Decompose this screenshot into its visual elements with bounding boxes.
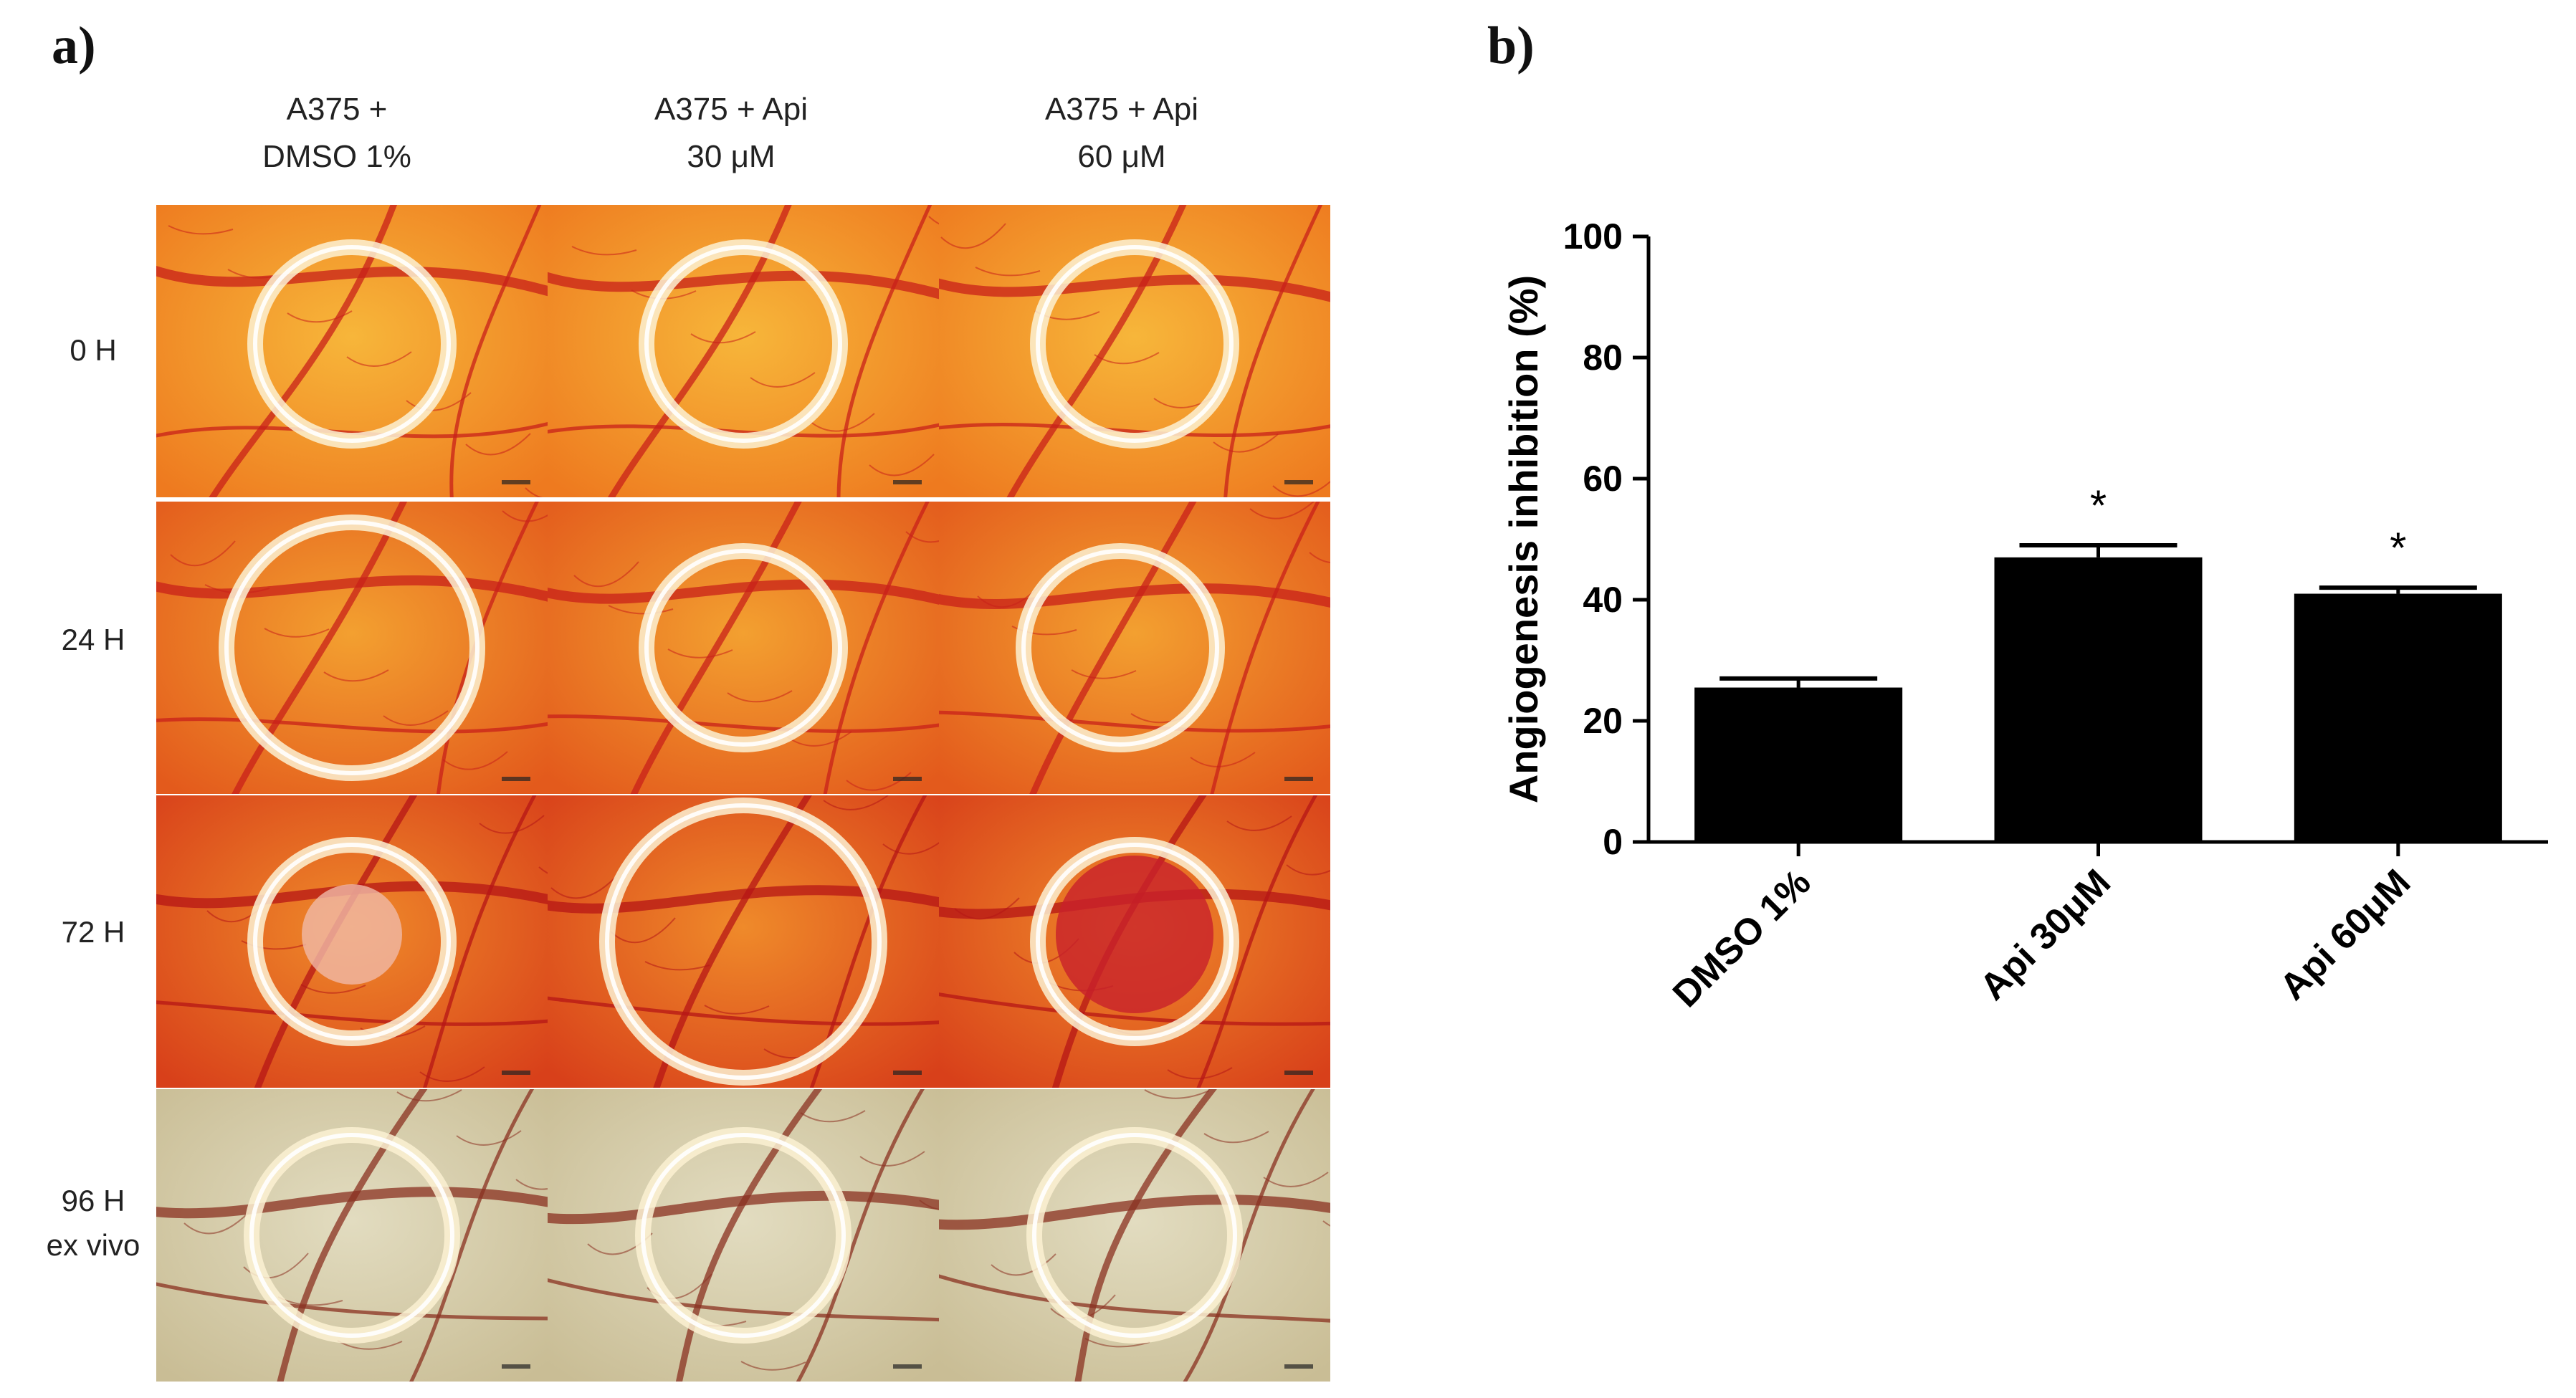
x-tick-labels: DMSO 1% Api 30μM Api 60μM	[1665, 842, 2418, 1015]
row-label-line1: 24 H	[61, 623, 125, 656]
cam-photo	[156, 795, 548, 1088]
column-header-api60: A375 + Api 60 μM	[935, 86, 1308, 181]
y-axis-title: Angiogenesis inhibition (%)	[1501, 275, 1546, 803]
column-header-line2: 30 μM	[687, 139, 776, 174]
x-tick-label: Api 60μM	[2272, 861, 2418, 1007]
cam-photo	[939, 1089, 1330, 1382]
cam-photo	[548, 205, 939, 497]
column-header-dmso: A375 + DMSO 1%	[151, 86, 523, 181]
x-tick-label: Api 30μM	[1972, 861, 2118, 1007]
row-label-line1: 72 H	[61, 915, 125, 949]
y-ticks: 0 20 40 60 80 100	[1563, 216, 1649, 862]
column-header-line2: 60 μM	[1077, 139, 1166, 174]
y-tick-label: 0	[1603, 822, 1623, 862]
row-label-0h: 0 H	[22, 328, 165, 373]
column-header-line1: A375 + Api	[1044, 92, 1199, 127]
y-tick-label: 60	[1583, 459, 1623, 499]
panel-b-letter: b)	[1487, 16, 1535, 75]
y-tick-label: 40	[1583, 580, 1623, 620]
significance-marker: *	[2390, 524, 2406, 572]
row-label-96h: 96 H ex vivo	[22, 1179, 165, 1268]
panel-a-letter: a)	[52, 16, 96, 75]
cam-photo	[548, 795, 939, 1088]
y-tick-label: 100	[1563, 216, 1623, 257]
x-tick-label: DMSO 1%	[1665, 861, 1819, 1015]
cam-photo	[939, 795, 1330, 1088]
column-header-line2: DMSO 1%	[262, 139, 411, 174]
row-label-24h: 24 H	[22, 618, 165, 662]
column-header-api30: A375 + Api 30 μM	[545, 86, 917, 181]
significance-marker: *	[2090, 482, 2107, 530]
bar	[1694, 687, 1903, 842]
cam-photo	[939, 502, 1330, 794]
row-label-72h: 72 H	[22, 910, 165, 954]
row-label-line2: ex vivo	[46, 1228, 140, 1262]
cam-photo	[156, 1089, 548, 1382]
bars: **	[1694, 482, 2502, 842]
column-header-line1: A375 +	[286, 92, 388, 127]
row-label-line1: 0 H	[70, 333, 117, 367]
row-label-line1: 96 H	[61, 1184, 125, 1217]
cam-photo	[939, 205, 1330, 497]
y-tick-label: 80	[1583, 337, 1623, 378]
y-tick-label: 20	[1583, 701, 1623, 741]
bar	[1994, 557, 2203, 842]
bar	[2294, 593, 2502, 842]
cam-photo	[156, 205, 548, 497]
cam-photo	[156, 502, 548, 794]
cam-photo	[548, 502, 939, 794]
column-header-line1: A375 + Api	[654, 92, 808, 127]
cam-photo	[548, 1089, 939, 1382]
